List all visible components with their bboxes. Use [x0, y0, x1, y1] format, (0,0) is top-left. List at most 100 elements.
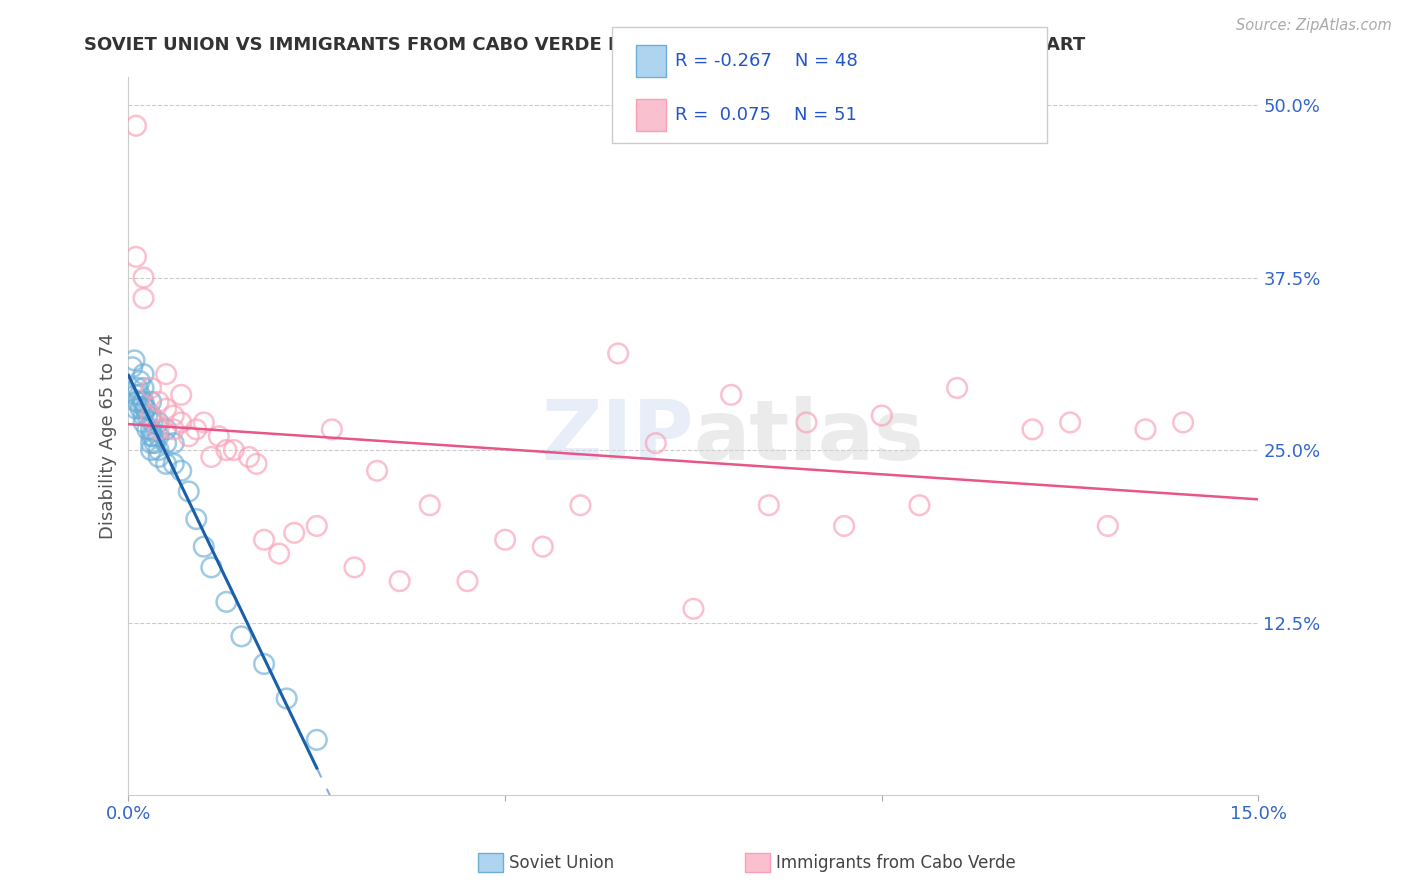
Point [908, 498, 931, 512]
Text: SOVIET UNION VS IMMIGRANTS FROM CABO VERDE DISABILITY AGE 65 TO 74 CORRELATION C: SOVIET UNION VS IMMIGRANTS FROM CABO VER… [84, 36, 1085, 54]
Point [177, 429, 200, 443]
Point [253, 533, 276, 547]
Point [305, 519, 328, 533]
Point [343, 560, 366, 574]
Point [148, 450, 170, 464]
Point [139, 394, 162, 409]
Point [136, 422, 159, 436]
Point [139, 429, 162, 443]
Point [245, 457, 267, 471]
Point [215, 443, 238, 458]
Point [494, 533, 516, 547]
Point [253, 657, 276, 671]
Point [200, 450, 222, 464]
Text: ZIP: ZIP [541, 396, 693, 476]
Point [186, 422, 208, 436]
Point [124, 353, 146, 368]
Point [366, 464, 388, 478]
Point [170, 464, 193, 478]
Point [283, 525, 305, 540]
Point [128, 374, 150, 388]
Point [1021, 422, 1043, 436]
Point [155, 401, 177, 416]
Point [155, 436, 177, 450]
Point [142, 416, 165, 430]
Point [155, 457, 177, 471]
Text: R =  0.075    N = 51: R = 0.075 N = 51 [675, 106, 856, 124]
Point [215, 595, 238, 609]
Point [321, 422, 343, 436]
Point [132, 291, 155, 305]
Point [208, 429, 231, 443]
Point [163, 436, 186, 450]
Point [132, 416, 155, 430]
Point [134, 401, 156, 416]
Point [531, 540, 554, 554]
Point [155, 422, 177, 436]
Point [125, 394, 148, 409]
Point [125, 388, 148, 402]
Point [758, 498, 780, 512]
Text: Immigrants from Cabo Verde: Immigrants from Cabo Verde [776, 854, 1017, 871]
Point [129, 401, 152, 416]
Point [148, 429, 170, 443]
Point [644, 436, 666, 450]
Point [1171, 416, 1194, 430]
Point [139, 422, 162, 436]
Point [870, 409, 893, 423]
Point [1135, 422, 1157, 436]
Point [946, 381, 969, 395]
Y-axis label: Disability Age 65 to 74: Disability Age 65 to 74 [100, 334, 117, 539]
Point [136, 409, 159, 423]
Point [148, 422, 170, 436]
Point [170, 416, 193, 430]
Point [148, 416, 170, 430]
Text: R = -0.267    N = 48: R = -0.267 N = 48 [675, 52, 858, 70]
Point [163, 409, 186, 423]
Point [1059, 416, 1081, 430]
Point [456, 574, 478, 589]
Point [276, 691, 298, 706]
Point [139, 443, 162, 458]
Point [193, 540, 215, 554]
Point [148, 394, 170, 409]
Point [139, 409, 162, 423]
Point [569, 498, 592, 512]
Point [132, 381, 155, 395]
Point [1097, 519, 1119, 533]
Point [163, 457, 186, 471]
Point [148, 443, 170, 458]
Point [796, 416, 818, 430]
Point [125, 119, 148, 133]
Point [142, 429, 165, 443]
Point [128, 388, 150, 402]
Point [135, 401, 157, 416]
Point [607, 346, 630, 360]
Point [186, 512, 208, 526]
Point [139, 381, 162, 395]
Point [125, 401, 148, 416]
Point [132, 394, 155, 409]
Point [132, 367, 155, 381]
Text: atlas: atlas [693, 396, 924, 476]
Point [121, 360, 143, 375]
Point [131, 394, 153, 409]
Point [832, 519, 855, 533]
Point [200, 560, 222, 574]
Point [163, 422, 186, 436]
Point [170, 388, 193, 402]
Point [238, 450, 260, 464]
Text: Soviet Union: Soviet Union [509, 854, 614, 871]
Point [125, 250, 148, 264]
Point [132, 270, 155, 285]
Point [143, 436, 166, 450]
Point [388, 574, 411, 589]
Point [269, 547, 291, 561]
Point [155, 367, 177, 381]
Point [132, 409, 155, 423]
Point [682, 601, 704, 615]
Point [127, 394, 149, 409]
Point [127, 381, 149, 395]
Point [419, 498, 441, 512]
Point [231, 629, 253, 643]
